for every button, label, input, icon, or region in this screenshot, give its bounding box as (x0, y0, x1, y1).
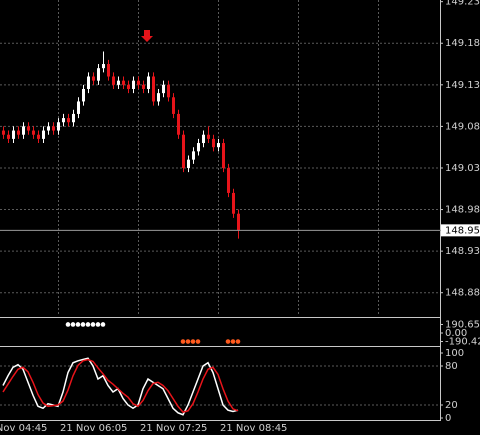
signal-dot (75, 322, 81, 327)
y-tick-label: 149.080 (445, 121, 480, 132)
oscillator-line (2, 357, 239, 416)
signal-dot (185, 339, 191, 344)
candle-body (237, 213, 240, 231)
candle-body (202, 134, 205, 144)
candle-body (142, 84, 145, 89)
candle-body (97, 68, 100, 81)
signal-dot (100, 322, 106, 327)
candle-body (117, 80, 120, 85)
last-price-label: 148.955 (445, 225, 480, 236)
candle-body (72, 113, 75, 123)
signal-dot (180, 339, 186, 344)
candle-body (62, 118, 65, 123)
candle-body (157, 93, 160, 102)
y-tick-label: 149.030 (445, 163, 480, 174)
last-price-box (441, 224, 480, 237)
signal-dot (95, 322, 101, 327)
candle-body (12, 130, 15, 139)
candle-body (177, 113, 180, 135)
candle-body (32, 130, 35, 135)
candle-body (132, 80, 135, 89)
candle-body (7, 134, 10, 139)
candle-body (22, 126, 25, 135)
candle-body (182, 134, 185, 168)
x-tick-label: 21 Nov 04:45 (0, 423, 47, 434)
candle-body (27, 126, 30, 131)
y-tick-label: 148.880 (445, 288, 480, 299)
candle-body (92, 76, 95, 81)
y-tick-label: 100 (445, 348, 464, 359)
candle-body (67, 118, 70, 123)
candle-body (197, 143, 200, 152)
candle-body (82, 88, 85, 102)
candle-body (127, 84, 130, 89)
y-tick-label: 0 (445, 413, 451, 424)
candle-body (77, 101, 80, 114)
candle-body (162, 84, 165, 94)
candle-body (42, 130, 45, 139)
candle-body (207, 134, 210, 139)
signal-dot (190, 339, 196, 344)
candle-body (187, 159, 190, 168)
x-tick-label: 21 Nov 07:25 (140, 423, 207, 434)
y-tick-label: 20 (445, 400, 458, 411)
signal-dot (230, 339, 236, 344)
candle-body (167, 84, 170, 98)
y-tick-label: 0.00 (445, 328, 467, 339)
candle-body (137, 80, 140, 85)
candle-body (17, 130, 20, 135)
oscillator-line (2, 358, 239, 413)
signal-dot (85, 322, 91, 327)
candle-body (147, 76, 150, 89)
x-tick-label: 21 Nov 06:05 (60, 423, 127, 434)
candle-body (102, 64, 105, 69)
y-tick-label: 149.180 (445, 38, 480, 49)
candle-body (107, 64, 110, 77)
candle-body (52, 126, 55, 131)
candle-body (217, 143, 220, 148)
y-tick-label: 190.6555 (445, 319, 480, 330)
y-tick-label: 148.930 (445, 246, 480, 257)
candle-body (112, 76, 115, 85)
signal-dot (65, 322, 71, 327)
signal-dot (80, 322, 86, 327)
candle-body (192, 151, 195, 160)
candle-body (152, 76, 155, 102)
y-tick-label: 149.130 (445, 80, 480, 91)
candle-body (122, 80, 125, 85)
signal-dot (90, 322, 96, 327)
candle-body (227, 167, 230, 193)
candle-body (2, 130, 5, 135)
signal-dot (235, 339, 241, 344)
candle-body (57, 122, 60, 131)
candle-body (232, 192, 235, 214)
candle-body (212, 138, 215, 148)
y-tick-label: 148.980 (445, 205, 480, 216)
signal-dot (195, 339, 201, 344)
candle-body (222, 143, 225, 168)
signal-dot (70, 322, 76, 327)
signal-dot (225, 339, 231, 344)
x-tick-label: 21 Nov 08:45 (220, 423, 287, 434)
y-tick-label: 149.230 (445, 0, 480, 8)
candle-body (37, 134, 40, 139)
candle-body (87, 76, 90, 89)
candle-body (172, 97, 175, 114)
signal-arrow (141, 30, 153, 42)
candle-body (47, 126, 50, 131)
y-tick-label: 80 (445, 361, 458, 372)
y-tick-label: -190.428 (445, 337, 480, 348)
